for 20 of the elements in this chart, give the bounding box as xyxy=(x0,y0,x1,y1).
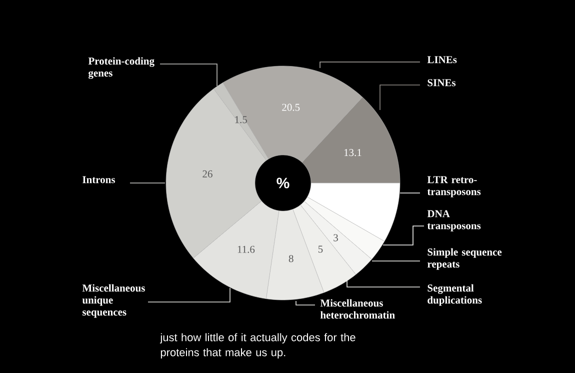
slice-label: Protein-coding genes xyxy=(88,57,154,79)
slice-label: DNA transposons xyxy=(427,210,481,232)
data-label: 11.6 xyxy=(238,246,255,253)
slice-label: LTR retro-transposons xyxy=(427,176,481,198)
data-label: 1.5 xyxy=(235,116,247,124)
slice-label: Simple sequence repeats xyxy=(427,248,502,270)
slice-label: Miscellaneous heterochromatin xyxy=(320,299,395,319)
slice-label: SINEs xyxy=(428,79,456,86)
slice-label: Segmental duplications xyxy=(428,284,482,306)
slice-label: Miscellaneous unique sequences xyxy=(82,284,145,318)
data-label: 20.5 xyxy=(282,104,300,111)
data-label: 26 xyxy=(202,170,212,178)
data-label: 8 xyxy=(288,255,294,262)
data-label: 3 xyxy=(334,234,338,242)
data-label: 5 xyxy=(318,246,323,253)
legend-label: Introns xyxy=(82,176,116,184)
text: just how little of it actually codes for the proteins that make us up. xyxy=(160,333,356,358)
slice-label: LINEs xyxy=(427,56,457,64)
text: % xyxy=(276,178,290,188)
data-label: 13.1 xyxy=(344,149,362,156)
